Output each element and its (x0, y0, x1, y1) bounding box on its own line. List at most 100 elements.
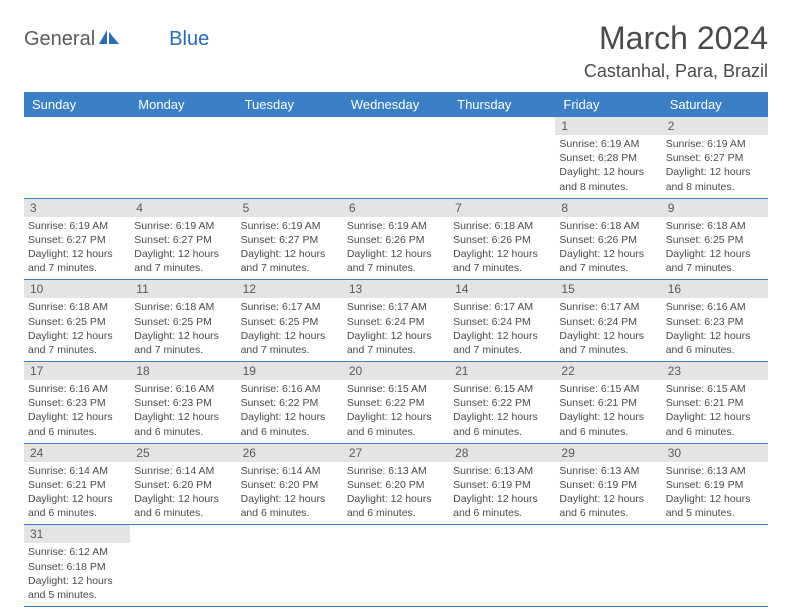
calendar-cell: 18Sunrise: 6:16 AMSunset: 6:23 PMDayligh… (130, 362, 236, 444)
calendar-cell (555, 525, 661, 607)
calendar-cell: 28Sunrise: 6:13 AMSunset: 6:19 PMDayligh… (449, 443, 555, 525)
calendar-cell: 17Sunrise: 6:16 AMSunset: 6:23 PMDayligh… (24, 362, 130, 444)
page-header: General Blue March 2024 Castanhal, Para,… (24, 20, 768, 82)
calendar-row: 24Sunrise: 6:14 AMSunset: 6:21 PMDayligh… (24, 443, 768, 525)
day-details: Sunrise: 6:15 AMSunset: 6:21 PMDaylight:… (555, 380, 661, 443)
calendar-row: 31Sunrise: 6:12 AMSunset: 6:18 PMDayligh… (24, 525, 768, 607)
calendar-cell: 14Sunrise: 6:17 AMSunset: 6:24 PMDayligh… (449, 280, 555, 362)
logo-text-general: General (24, 28, 95, 51)
calendar-cell (449, 117, 555, 198)
calendar-cell: 21Sunrise: 6:15 AMSunset: 6:22 PMDayligh… (449, 362, 555, 444)
day-number: 15 (555, 280, 661, 298)
day-details: Sunrise: 6:17 AMSunset: 6:24 PMDaylight:… (449, 298, 555, 361)
day-number: 3 (24, 199, 130, 217)
weekday-header: Monday (130, 92, 236, 117)
logo-text-blue: Blue (169, 28, 209, 51)
calendar-cell: 31Sunrise: 6:12 AMSunset: 6:18 PMDayligh… (24, 525, 130, 607)
day-number: 23 (662, 362, 768, 380)
day-details: Sunrise: 6:19 AMSunset: 6:27 PMDaylight:… (662, 135, 768, 198)
day-details: Sunrise: 6:13 AMSunset: 6:19 PMDaylight:… (662, 462, 768, 525)
calendar-cell: 24Sunrise: 6:14 AMSunset: 6:21 PMDayligh… (24, 443, 130, 525)
day-details: Sunrise: 6:16 AMSunset: 6:22 PMDaylight:… (237, 380, 343, 443)
day-details: Sunrise: 6:17 AMSunset: 6:24 PMDaylight:… (555, 298, 661, 361)
calendar-cell: 7Sunrise: 6:18 AMSunset: 6:26 PMDaylight… (449, 198, 555, 280)
location-text: Castanhal, Para, Brazil (584, 61, 768, 82)
day-number: 29 (555, 444, 661, 462)
day-number: 19 (237, 362, 343, 380)
day-number: 13 (343, 280, 449, 298)
day-number: 5 (237, 199, 343, 217)
day-details: Sunrise: 6:15 AMSunset: 6:21 PMDaylight:… (662, 380, 768, 443)
calendar-cell: 26Sunrise: 6:14 AMSunset: 6:20 PMDayligh… (237, 443, 343, 525)
calendar-cell (24, 117, 130, 198)
day-number: 26 (237, 444, 343, 462)
day-details: Sunrise: 6:19 AMSunset: 6:27 PMDaylight:… (24, 217, 130, 280)
calendar-cell: 2Sunrise: 6:19 AMSunset: 6:27 PMDaylight… (662, 117, 768, 198)
day-number: 6 (343, 199, 449, 217)
calendar-cell: 5Sunrise: 6:19 AMSunset: 6:27 PMDaylight… (237, 198, 343, 280)
day-details: Sunrise: 6:18 AMSunset: 6:25 PMDaylight:… (24, 298, 130, 361)
calendar-cell (343, 117, 449, 198)
calendar-row: 3Sunrise: 6:19 AMSunset: 6:27 PMDaylight… (24, 198, 768, 280)
calendar-cell: 29Sunrise: 6:13 AMSunset: 6:19 PMDayligh… (555, 443, 661, 525)
day-details: Sunrise: 6:17 AMSunset: 6:25 PMDaylight:… (237, 298, 343, 361)
calendar-cell: 25Sunrise: 6:14 AMSunset: 6:20 PMDayligh… (130, 443, 236, 525)
day-number: 16 (662, 280, 768, 298)
day-details: Sunrise: 6:17 AMSunset: 6:24 PMDaylight:… (343, 298, 449, 361)
day-number: 10 (24, 280, 130, 298)
day-number: 18 (130, 362, 236, 380)
logo-sail-icon (97, 28, 123, 51)
calendar-cell: 1Sunrise: 6:19 AMSunset: 6:28 PMDaylight… (555, 117, 661, 198)
day-number: 9 (662, 199, 768, 217)
weekday-header: Sunday (24, 92, 130, 117)
calendar-cell (237, 117, 343, 198)
calendar-cell: 13Sunrise: 6:17 AMSunset: 6:24 PMDayligh… (343, 280, 449, 362)
day-details: Sunrise: 6:12 AMSunset: 6:18 PMDaylight:… (24, 543, 130, 606)
day-number: 25 (130, 444, 236, 462)
calendar-cell: 16Sunrise: 6:16 AMSunset: 6:23 PMDayligh… (662, 280, 768, 362)
calendar-cell (662, 525, 768, 607)
title-block: March 2024 Castanhal, Para, Brazil (584, 20, 768, 82)
calendar-row: 17Sunrise: 6:16 AMSunset: 6:23 PMDayligh… (24, 362, 768, 444)
calendar-cell: 9Sunrise: 6:18 AMSunset: 6:25 PMDaylight… (662, 198, 768, 280)
calendar-cell (130, 117, 236, 198)
day-number: 7 (449, 199, 555, 217)
calendar-cell (237, 525, 343, 607)
weekday-header: Friday (555, 92, 661, 117)
day-number: 31 (24, 525, 130, 543)
calendar-cell (130, 525, 236, 607)
day-details: Sunrise: 6:19 AMSunset: 6:28 PMDaylight:… (555, 135, 661, 198)
day-details: Sunrise: 6:15 AMSunset: 6:22 PMDaylight:… (343, 380, 449, 443)
calendar-cell (449, 525, 555, 607)
month-title: March 2024 (584, 20, 768, 57)
calendar-cell: 3Sunrise: 6:19 AMSunset: 6:27 PMDaylight… (24, 198, 130, 280)
logo: General Blue (24, 28, 209, 51)
day-details: Sunrise: 6:15 AMSunset: 6:22 PMDaylight:… (449, 380, 555, 443)
day-number: 1 (555, 117, 661, 135)
day-details: Sunrise: 6:18 AMSunset: 6:25 PMDaylight:… (130, 298, 236, 361)
weekday-header: Thursday (449, 92, 555, 117)
day-details: Sunrise: 6:16 AMSunset: 6:23 PMDaylight:… (24, 380, 130, 443)
calendar-body: 1Sunrise: 6:19 AMSunset: 6:28 PMDaylight… (24, 117, 768, 607)
day-details: Sunrise: 6:16 AMSunset: 6:23 PMDaylight:… (130, 380, 236, 443)
day-details: Sunrise: 6:18 AMSunset: 6:26 PMDaylight:… (449, 217, 555, 280)
day-details: Sunrise: 6:16 AMSunset: 6:23 PMDaylight:… (662, 298, 768, 361)
day-number: 22 (555, 362, 661, 380)
weekday-header: Wednesday (343, 92, 449, 117)
day-number: 12 (237, 280, 343, 298)
weekday-header: Tuesday (237, 92, 343, 117)
day-number: 4 (130, 199, 236, 217)
day-details: Sunrise: 6:13 AMSunset: 6:19 PMDaylight:… (449, 462, 555, 525)
day-number: 30 (662, 444, 768, 462)
day-details: Sunrise: 6:18 AMSunset: 6:26 PMDaylight:… (555, 217, 661, 280)
day-number: 14 (449, 280, 555, 298)
day-details: Sunrise: 6:19 AMSunset: 6:26 PMDaylight:… (343, 217, 449, 280)
calendar-row: 1Sunrise: 6:19 AMSunset: 6:28 PMDaylight… (24, 117, 768, 198)
day-number: 27 (343, 444, 449, 462)
day-number: 21 (449, 362, 555, 380)
day-details: Sunrise: 6:14 AMSunset: 6:20 PMDaylight:… (237, 462, 343, 525)
day-details: Sunrise: 6:19 AMSunset: 6:27 PMDaylight:… (237, 217, 343, 280)
calendar-cell: 19Sunrise: 6:16 AMSunset: 6:22 PMDayligh… (237, 362, 343, 444)
calendar-cell: 15Sunrise: 6:17 AMSunset: 6:24 PMDayligh… (555, 280, 661, 362)
day-number: 28 (449, 444, 555, 462)
